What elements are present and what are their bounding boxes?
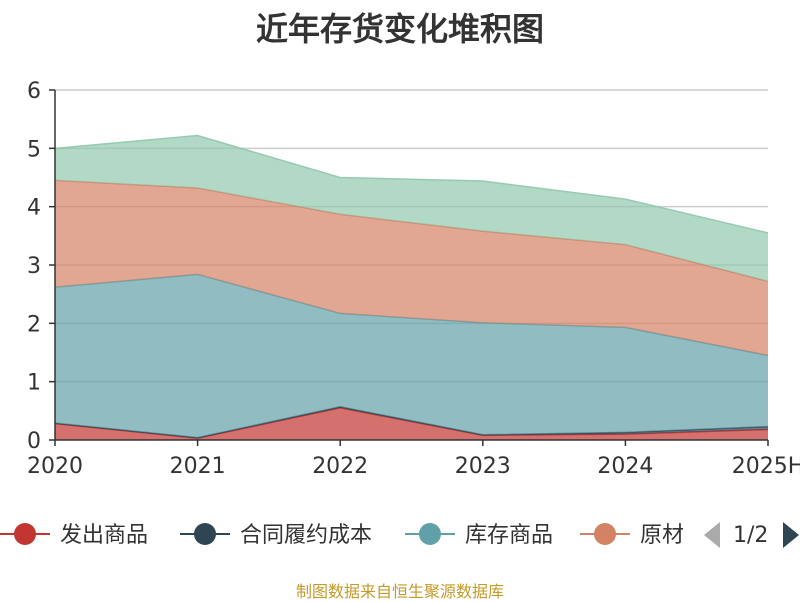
y-tick-label: 2 bbox=[27, 312, 41, 337]
area-series-2 bbox=[55, 274, 768, 438]
x-tick-label: 2025H bbox=[732, 454, 800, 479]
y-tick-label: 3 bbox=[27, 254, 41, 279]
x-tick-label: 2020 bbox=[27, 454, 83, 479]
x-tick-label: 2021 bbox=[170, 454, 226, 479]
legend-marker bbox=[194, 523, 216, 545]
area-series-4 bbox=[55, 135, 768, 282]
x-tick-label: 2023 bbox=[455, 454, 511, 479]
area-series-3 bbox=[55, 180, 768, 356]
y-tick-label: 4 bbox=[27, 196, 41, 221]
legend-marker bbox=[419, 523, 441, 545]
y-tick-label: 1 bbox=[27, 371, 41, 396]
legend-label: 库存商品 bbox=[465, 523, 553, 548]
legend-item: 原材料 bbox=[580, 523, 706, 548]
axes: 0 1 2 3 4 5 6 2020 2021 2022 2023 2024 2025H bbox=[27, 79, 800, 479]
y-tick-label: 6 bbox=[27, 79, 41, 104]
legend-next-icon[interactable] bbox=[783, 522, 799, 548]
y-tick-label: 0 bbox=[27, 429, 41, 454]
legend-label: 合同履约成本 bbox=[240, 523, 372, 548]
area-line-4 bbox=[54, 134, 769, 234]
legend-item: 发出商品 bbox=[0, 523, 148, 548]
legend-marker bbox=[14, 523, 36, 545]
legend-item: 合同履约成本 bbox=[180, 523, 372, 548]
legend-marker bbox=[594, 523, 616, 545]
legend-page-indicator: 1/2 bbox=[733, 523, 768, 548]
legend: 发出商品 合同履约成本 库存商品 原材料 1/2 bbox=[0, 522, 799, 548]
chart-title: 近年存货变化堆积图 bbox=[255, 10, 544, 48]
legend-label: 发出商品 bbox=[60, 523, 148, 548]
legend-item: 库存商品 bbox=[405, 523, 553, 548]
area-series-0 bbox=[55, 407, 768, 440]
source-note: 制图数据来自恒生聚源数据库 bbox=[295, 582, 504, 601]
y-tick-label: 5 bbox=[27, 137, 41, 162]
legend-items: 发出商品 合同履约成本 库存商品 原材料 bbox=[0, 523, 706, 548]
legend-label: 原材料 bbox=[640, 523, 706, 548]
series-areas bbox=[54, 134, 769, 440]
x-tick-label: 2022 bbox=[312, 454, 368, 479]
x-tick-label: 2024 bbox=[597, 454, 653, 479]
legend-prev-icon[interactable] bbox=[704, 522, 720, 548]
